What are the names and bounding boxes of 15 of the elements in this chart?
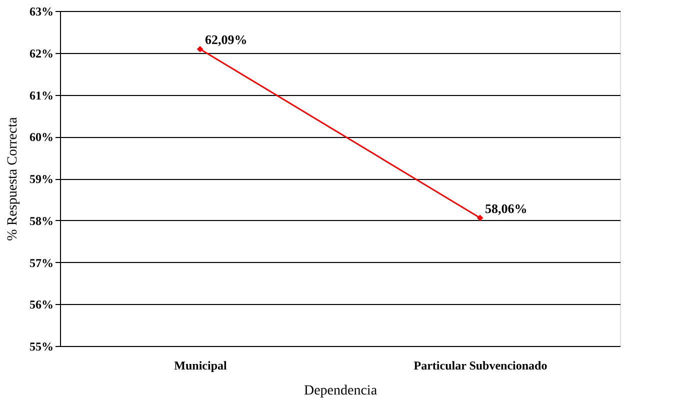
data-label: 62,09% — [205, 32, 248, 48]
y-tick-label: 62% — [30, 46, 54, 60]
x-tick-label: Municipal — [174, 358, 228, 372]
y-tick-label: 61% — [30, 88, 54, 102]
y-tick-label: 59% — [30, 172, 54, 186]
y-tick-label: 60% — [30, 130, 54, 144]
y-tick-label: 56% — [30, 298, 54, 312]
x-axis-title: Dependencia — [304, 384, 378, 398]
y-tick-label: 55% — [30, 340, 54, 354]
y-axis-title: % Respuesta Correcta — [6, 116, 20, 241]
y-tick-label: 63% — [30, 4, 54, 18]
x-tick-label: Particular Subvencionado — [414, 358, 548, 372]
y-tick-label: 57% — [30, 256, 54, 270]
data-label: 58,06% — [485, 200, 528, 216]
y-tick-label: 58% — [30, 214, 54, 228]
